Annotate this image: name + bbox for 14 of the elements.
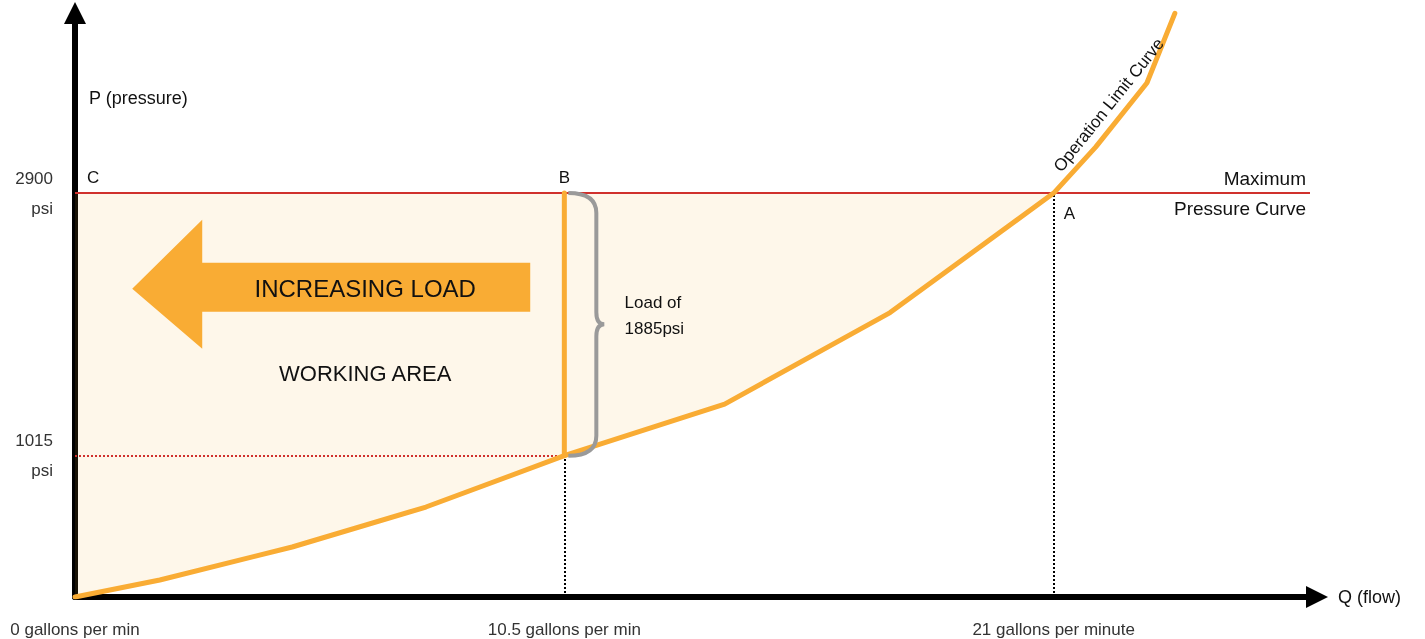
- ref-line-label: Maximum Pressure Curve: [1174, 167, 1306, 219]
- annotation: A: [1063, 203, 1076, 223]
- y-axis-title: P (pressure): [89, 88, 188, 108]
- annotation: WORKING AREA: [279, 360, 452, 386]
- y-tick-label: 1015 psi: [15, 431, 53, 481]
- x-tick-label: 0 gallons per min: [10, 620, 140, 639]
- x-axis-title: Q (flow): [1338, 587, 1401, 607]
- annotation: INCREASING LOAD: [254, 275, 476, 303]
- y-tick-label: 2900 psi: [15, 168, 53, 218]
- annotation: B: [558, 167, 571, 187]
- annotation: C: [87, 167, 100, 187]
- x-tick-label: 21 gallons per minute: [972, 620, 1135, 639]
- x-tick-label: 10.5 gallons per min: [487, 620, 641, 639]
- annotation: Load of 1885psi: [624, 292, 685, 338]
